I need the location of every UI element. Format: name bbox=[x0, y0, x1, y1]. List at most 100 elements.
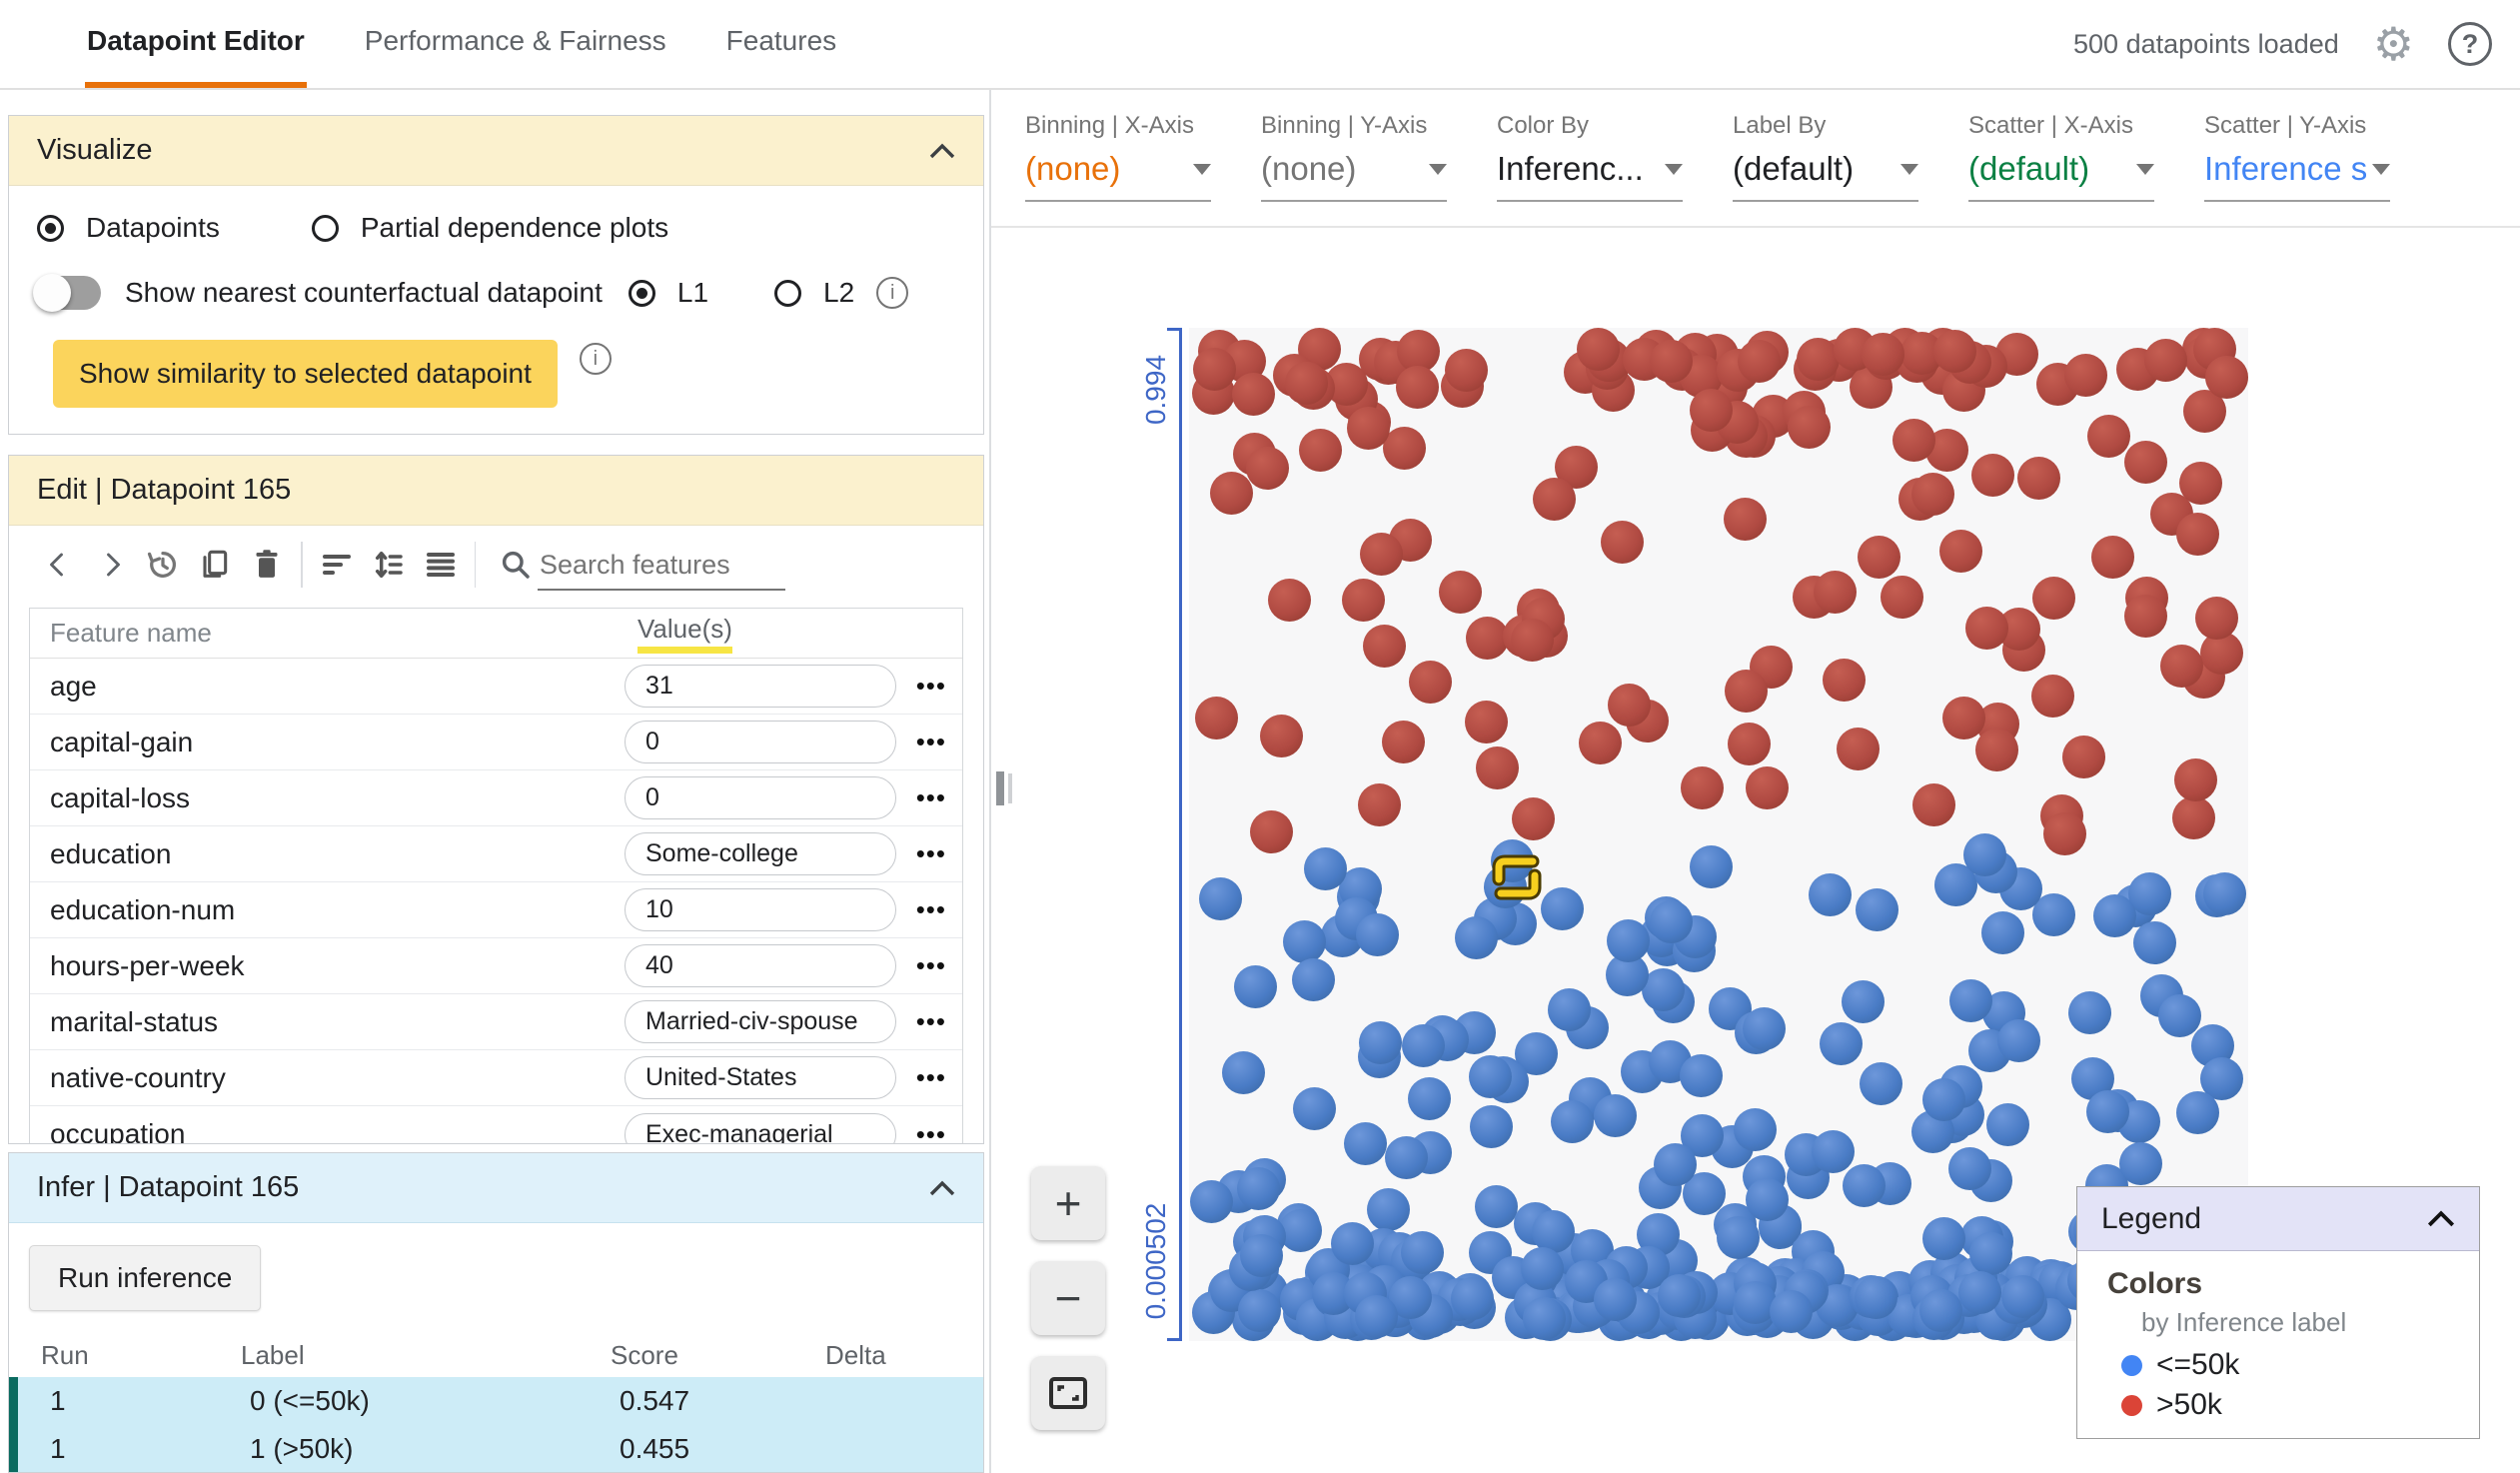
datapoint[interactable] bbox=[2093, 893, 2137, 937]
feature-value-input[interactable] bbox=[625, 1000, 896, 1043]
datapoint[interactable] bbox=[1843, 1164, 1887, 1208]
datapoint[interactable] bbox=[2087, 414, 2131, 458]
datapoint[interactable] bbox=[1880, 575, 1923, 619]
selected-datapoint-marker[interactable] bbox=[1489, 849, 1545, 905]
next-datapoint-icon[interactable] bbox=[85, 539, 137, 591]
datapoint[interactable] bbox=[1209, 472, 1253, 516]
settings-gear-icon[interactable]: ⚙ bbox=[2372, 18, 2414, 70]
datapoint[interactable] bbox=[1221, 1051, 1265, 1095]
more-options-icon[interactable]: ••• bbox=[915, 894, 946, 924]
datapoint[interactable] bbox=[1358, 782, 1402, 826]
datapoint[interactable] bbox=[1680, 1054, 1724, 1098]
datapoint[interactable] bbox=[1912, 782, 1956, 826]
datapoint[interactable] bbox=[1454, 916, 1498, 960]
datapoint[interactable] bbox=[1855, 1275, 1898, 1319]
datapoint[interactable] bbox=[2176, 1091, 2220, 1135]
info-icon[interactable]: i bbox=[579, 343, 612, 375]
datapoint[interactable] bbox=[1716, 1216, 1760, 1260]
datapoint[interactable] bbox=[1812, 1130, 1856, 1174]
datapoint[interactable] bbox=[1355, 912, 1399, 956]
datapoint[interactable] bbox=[1233, 964, 1277, 1008]
datapoint[interactable] bbox=[1359, 532, 1403, 576]
datapoint[interactable] bbox=[1948, 1147, 1992, 1191]
datapoint[interactable] bbox=[1974, 728, 2018, 771]
datapoint[interactable] bbox=[1724, 670, 1768, 714]
datapoint[interactable] bbox=[1285, 362, 1329, 406]
datapoint[interactable] bbox=[1743, 1007, 1787, 1050]
more-options-icon[interactable]: ••• bbox=[915, 782, 946, 812]
datapoint[interactable] bbox=[1948, 978, 1992, 1022]
datapoint[interactable] bbox=[1997, 1019, 2041, 1063]
datapoint[interactable] bbox=[1408, 1077, 1452, 1121]
inference-result-row[interactable]: 1 1 (>50k) 0.455 bbox=[18, 1425, 983, 1472]
collapse-chevron-icon[interactable] bbox=[929, 1180, 955, 1196]
delete-icon[interactable] bbox=[241, 539, 293, 591]
datapoint[interactable] bbox=[1362, 625, 1406, 669]
datapoint[interactable] bbox=[1933, 330, 1977, 374]
feature-value-input[interactable] bbox=[625, 944, 896, 987]
search-features-input[interactable] bbox=[538, 544, 785, 591]
datapoint[interactable] bbox=[1511, 796, 1555, 840]
info-icon[interactable]: i bbox=[876, 277, 909, 309]
datapoint[interactable] bbox=[2030, 674, 2074, 718]
filter-list-icon[interactable] bbox=[311, 539, 363, 591]
datapoint[interactable] bbox=[1576, 328, 1620, 372]
datapoint[interactable] bbox=[1510, 619, 1554, 663]
datapoint[interactable] bbox=[1680, 765, 1724, 809]
datapoint[interactable] bbox=[1464, 701, 1508, 744]
datapoint[interactable] bbox=[1986, 1103, 2030, 1147]
datapoint[interactable] bbox=[1980, 910, 2024, 954]
datapoint[interactable] bbox=[1382, 426, 1426, 470]
binning-x-axis-dropdown[interactable]: (none) bbox=[1025, 140, 1211, 202]
datapoint[interactable] bbox=[1533, 477, 1577, 521]
datapoint[interactable] bbox=[1819, 1022, 1863, 1066]
datapoint[interactable] bbox=[1238, 1289, 1282, 1333]
datapoint[interactable] bbox=[1298, 428, 1342, 472]
datapoint[interactable] bbox=[1745, 1178, 1789, 1222]
datapoint[interactable] bbox=[2032, 577, 2076, 621]
duplicate-icon[interactable] bbox=[189, 539, 241, 591]
datapoint[interactable] bbox=[1397, 330, 1441, 374]
datapoint[interactable] bbox=[1861, 333, 1904, 377]
datapoint[interactable] bbox=[1690, 845, 1734, 889]
datapoint[interactable] bbox=[1550, 1100, 1594, 1144]
datapoint[interactable] bbox=[1689, 389, 1733, 433]
run-inference-button[interactable]: Run inference bbox=[29, 1245, 262, 1311]
datapoint[interactable] bbox=[1728, 723, 1772, 766]
more-options-icon[interactable]: ••• bbox=[915, 727, 946, 756]
l2-radio[interactable] bbox=[774, 279, 802, 307]
datapoint[interactable] bbox=[2179, 462, 2223, 506]
datapoint[interactable] bbox=[1922, 1077, 1966, 1121]
binning-y-axis-dropdown[interactable]: (none) bbox=[1261, 140, 1447, 202]
datapoint[interactable] bbox=[1911, 472, 1955, 516]
datapoint[interactable] bbox=[1283, 920, 1327, 964]
datapoint[interactable] bbox=[1734, 1108, 1778, 1152]
datapoint[interactable] bbox=[1941, 697, 1985, 740]
more-options-icon[interactable]: ••• bbox=[915, 1006, 946, 1036]
datapoint[interactable] bbox=[1521, 1247, 1565, 1291]
datapoint[interactable] bbox=[1382, 720, 1426, 763]
datapoint[interactable] bbox=[2123, 595, 2167, 639]
datapoint[interactable] bbox=[2204, 356, 2248, 400]
more-options-icon[interactable]: ••• bbox=[915, 1062, 946, 1092]
datapoint[interactable] bbox=[1654, 1143, 1698, 1187]
inference-result-row[interactable]: 1 0 (<=50k) 0.547 bbox=[18, 1377, 983, 1425]
datapoint[interactable] bbox=[1245, 447, 1289, 491]
feature-value-input[interactable] bbox=[625, 665, 896, 708]
dense-list-icon[interactable] bbox=[415, 539, 467, 591]
datapoint[interactable] bbox=[1474, 1184, 1518, 1228]
datapoint[interactable] bbox=[1964, 607, 2008, 651]
scatter-x-axis-dropdown[interactable]: (default) bbox=[1968, 140, 2154, 202]
more-options-icon[interactable]: ••• bbox=[915, 671, 946, 701]
datapoint[interactable] bbox=[1292, 1087, 1336, 1131]
datapoint[interactable] bbox=[1547, 987, 1591, 1031]
datapoint[interactable] bbox=[1657, 1273, 1701, 1317]
datapoint[interactable] bbox=[2123, 441, 2167, 485]
help-icon[interactable]: ? bbox=[2448, 22, 2492, 66]
l1-radio[interactable] bbox=[628, 279, 655, 307]
datapoint[interactable] bbox=[1343, 1121, 1387, 1165]
datapoint[interactable] bbox=[2061, 736, 2105, 779]
datapoint[interactable] bbox=[2064, 353, 2108, 397]
datapoint[interactable] bbox=[1402, 1023, 1446, 1067]
datapoint[interactable] bbox=[1957, 1271, 2001, 1315]
